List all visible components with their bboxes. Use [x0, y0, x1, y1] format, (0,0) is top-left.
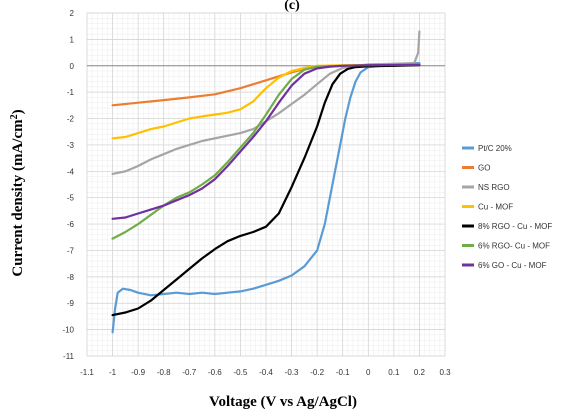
legend-label: NS RGO — [478, 183, 510, 192]
y-tick-label: -4 — [67, 167, 75, 176]
legend-label: GO — [478, 164, 490, 173]
y-axis-title-main: Current density (mA/cm — [10, 119, 26, 277]
x-tick-label: -0.8 — [157, 368, 171, 377]
legend-label: Pt/C 20% — [478, 144, 512, 153]
y-tick-labels: 2 1 0 -1 -2 -3 -4 -5 -6 -7 -8 -9 -10 -11 — [62, 9, 74, 361]
x-tick-label: -0.5 — [234, 368, 248, 377]
series-line — [111, 63, 421, 240]
y-tick-label: -5 — [67, 194, 75, 203]
x-tick-label: -0.2 — [310, 368, 324, 377]
legend-label: 8% RGO - Cu - MOF — [478, 222, 552, 231]
x-tick-label: -0.7 — [182, 368, 196, 377]
x-tick-label: 0.2 — [414, 368, 426, 377]
y-tick-label: -8 — [67, 273, 75, 282]
x-tick-label: -0.9 — [131, 368, 145, 377]
x-tick-label: -0.1 — [336, 368, 350, 377]
x-axis-title: Voltage (V vs Ag/AgCl) — [209, 394, 357, 410]
series-line — [111, 63, 421, 220]
x-tick-label: -0.3 — [285, 368, 299, 377]
y-tick-label: -2 — [67, 115, 75, 124]
legend-label: Cu - MOF — [478, 203, 513, 212]
y-tick-label: -1 — [67, 88, 75, 97]
y-tick-label: -10 — [62, 326, 74, 335]
y-tick-label: -3 — [67, 141, 75, 150]
y-axis-title-end: ) — [10, 109, 26, 114]
y-tick-label: -11 — [63, 352, 75, 361]
series-lines — [111, 30, 421, 334]
y-axis-title: Current density (mA/cm2) — [9, 109, 27, 276]
x-tick-label: -0.6 — [208, 368, 222, 377]
x-tick-label: 0.3 — [439, 368, 451, 377]
y-tick-label: -7 — [67, 246, 75, 255]
x-tick-label: -1.1 — [80, 368, 94, 377]
y-axis-title-superscript: 2 — [9, 114, 20, 119]
y-tick-label: 0 — [70, 62, 75, 71]
y-tick-label: 1 — [70, 35, 75, 44]
series-line — [111, 62, 421, 334]
series-line — [111, 64, 421, 317]
legend-label: 6% GO - Cu - MOF — [478, 261, 547, 270]
x-tick-label: 0.1 — [388, 368, 400, 377]
legend-label: 6% RGO- Cu - MOF — [478, 242, 550, 251]
y-tick-label: 2 — [70, 9, 75, 18]
legend: Pt/C 20% GO NS RGO Cu - MOF 8% RGO - Cu - MO… — [462, 144, 552, 270]
chart-top-label: (c) — [284, 0, 300, 13]
y-tick-label: -9 — [67, 299, 75, 308]
x-tick-label: 0 — [366, 368, 371, 377]
x-tick-labels: -1.1 -1 -0.9 -0.8 -0.7 -0.6 -0.5 -0.4 -0.3 -0.2 -0… — [80, 368, 451, 377]
x-tick-label: -1 — [109, 368, 117, 377]
y-tick-label: -6 — [67, 220, 75, 229]
x-tick-label: -0.4 — [259, 368, 273, 377]
